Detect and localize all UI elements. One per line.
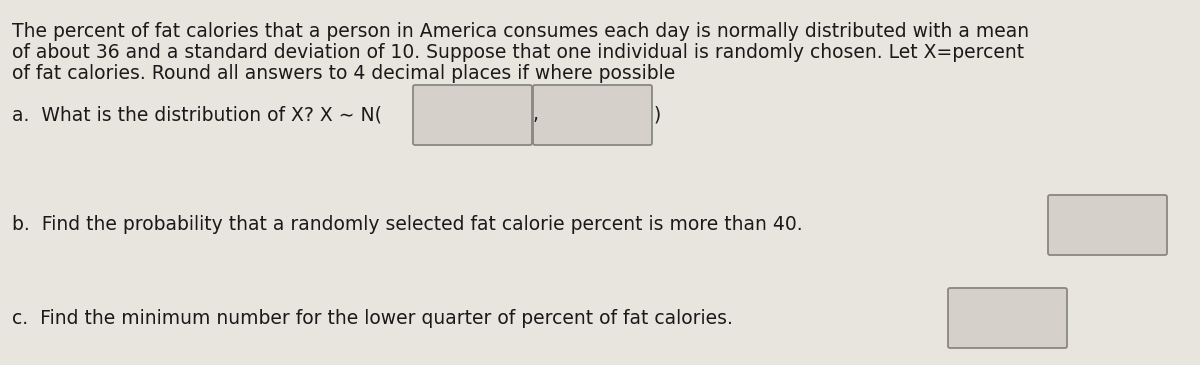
FancyBboxPatch shape [1048, 195, 1166, 255]
FancyBboxPatch shape [533, 85, 652, 145]
Text: The percent of fat calories that a person in America consumes each day is normal: The percent of fat calories that a perso… [12, 22, 1030, 41]
Text: c.  Find the minimum number for the lower quarter of percent of fat calories.: c. Find the minimum number for the lower… [12, 308, 733, 327]
Text: ): ) [654, 105, 661, 124]
FancyBboxPatch shape [948, 288, 1067, 348]
Text: ,: , [533, 105, 539, 124]
Text: b.  Find the probability that a randomly selected fat calorie percent is more th: b. Find the probability that a randomly … [12, 215, 803, 234]
Text: of fat calories. Round all answers to 4 decimal places if where possible: of fat calories. Round all answers to 4 … [12, 64, 676, 83]
Text: of about 36 and a standard deviation of 10. Suppose that one individual is rando: of about 36 and a standard deviation of … [12, 43, 1024, 62]
Text: a.  What is the distribution of X? X ∼ N(: a. What is the distribution of X? X ∼ N( [12, 105, 382, 124]
FancyBboxPatch shape [413, 85, 532, 145]
